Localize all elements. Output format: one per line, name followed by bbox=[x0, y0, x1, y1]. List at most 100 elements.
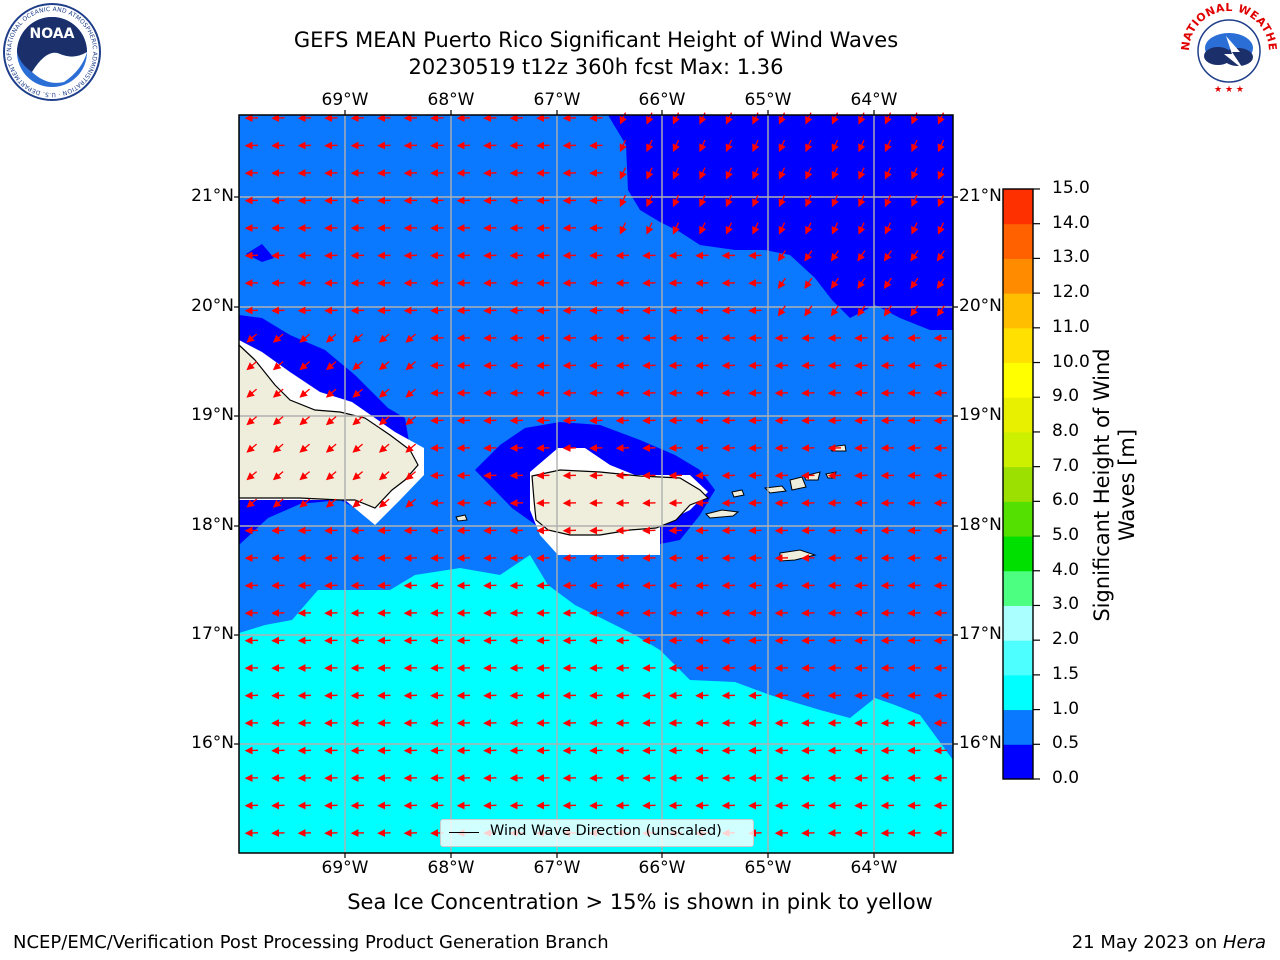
wind-wave-arrow bbox=[272, 388, 284, 398]
footer-date-text: 21 May 2023 on bbox=[1071, 932, 1223, 953]
lon-label-top-64w: 64°W bbox=[850, 90, 898, 110]
wind-wave-arrow bbox=[325, 443, 337, 453]
wind-wave-arrow bbox=[246, 333, 258, 343]
wind-wave-arrow bbox=[883, 250, 892, 262]
wind-wave-arrow bbox=[246, 361, 258, 371]
low-wave-region-northeast bbox=[608, 115, 953, 330]
colorbar-tick-label: 6.0 bbox=[1052, 490, 1080, 511]
lon-label-top-67w: 67°W bbox=[533, 90, 581, 110]
wind-wave-arrow bbox=[672, 139, 680, 153]
colorbar-band bbox=[1003, 293, 1033, 329]
wind-wave-arrow bbox=[911, 167, 919, 180]
wind-wave-arrow bbox=[884, 194, 892, 208]
lon-label-bottom-68w: 68°W bbox=[427, 858, 475, 878]
colorbar-tick-label: 2.0 bbox=[1052, 629, 1080, 650]
wind-wave-arrow bbox=[831, 167, 839, 180]
colorbar-tick-label: 1.0 bbox=[1052, 698, 1080, 719]
wind-wave-arrow bbox=[272, 361, 284, 371]
wind-wave-arrow bbox=[937, 194, 945, 208]
lon-label-bottom-65w: 65°W bbox=[744, 858, 792, 878]
wind-wave-arrow bbox=[299, 361, 311, 371]
wind-wave-arrow bbox=[911, 194, 919, 208]
wind-wave-arrow bbox=[910, 250, 919, 262]
colorbar-tick-label: 8.0 bbox=[1052, 420, 1080, 441]
colorbar-band bbox=[1003, 258, 1033, 294]
lon-label-bottom-67w: 67°W bbox=[533, 858, 581, 878]
colorbar bbox=[1002, 188, 1040, 780]
colorbar-title: Significant Height of Wind Waves [m] bbox=[1090, 348, 1140, 621]
wind-wave-arrow bbox=[246, 471, 258, 481]
wind-wave-arrow bbox=[778, 167, 786, 180]
wind-wave-arrow bbox=[831, 194, 839, 208]
colorbar-band bbox=[1003, 397, 1033, 433]
wind-wave-arrow bbox=[936, 250, 945, 262]
colorbar-band bbox=[1003, 744, 1033, 780]
wind-wave-arrow bbox=[299, 471, 311, 481]
wind-wave-arrow bbox=[272, 416, 284, 426]
wind-wave-arrow bbox=[857, 277, 866, 289]
wind-wave-arrow bbox=[299, 416, 311, 426]
wind-wave-arrow bbox=[777, 305, 786, 317]
colorbar-band bbox=[1003, 674, 1033, 711]
colorbar-band bbox=[1003, 327, 1033, 364]
wind-wave-arrow bbox=[619, 167, 627, 180]
wind-wave-arrow bbox=[246, 498, 258, 508]
wind-wave-arrow bbox=[672, 167, 680, 180]
noaa-logo-label: NOAA bbox=[30, 26, 75, 42]
wind-wave-arrow bbox=[883, 305, 892, 317]
wind-wave-arrow bbox=[777, 250, 786, 262]
colorbar-band bbox=[1003, 223, 1033, 259]
wind-wave-arrow bbox=[272, 333, 284, 343]
wind-wave-arrow bbox=[936, 305, 945, 317]
wind-wave-arrow bbox=[858, 167, 866, 180]
colorbar-tick-label: 0.5 bbox=[1052, 733, 1080, 754]
wind-wave-arrow bbox=[646, 194, 654, 208]
lat-label-right-17n: 17°N bbox=[959, 624, 1002, 644]
colorbar-tick-label: 0.0 bbox=[1052, 768, 1080, 788]
wind-wave-arrow bbox=[805, 139, 813, 153]
wind-wave-arrow bbox=[725, 167, 733, 180]
wind-wave-arrow bbox=[378, 361, 390, 371]
colorbar-band bbox=[1003, 536, 1033, 572]
colorbar-title-line2: Waves [m] bbox=[1115, 428, 1139, 542]
wind-wave-arrow bbox=[405, 361, 417, 371]
wind-wave-arrow bbox=[911, 139, 919, 153]
colorbar-tick-label: 15.0 bbox=[1052, 178, 1090, 198]
colorbar-tick-label: 13.0 bbox=[1052, 247, 1090, 268]
wind-wave-arrow bbox=[805, 167, 813, 180]
wind-wave-arrow bbox=[672, 194, 680, 208]
wind-wave-arrow bbox=[272, 498, 284, 508]
wind-wave-arrow bbox=[352, 333, 364, 343]
wind-wave-arrow bbox=[883, 277, 892, 289]
colorbar-tick-label: 9.0 bbox=[1052, 386, 1080, 407]
wind-wave-arrow bbox=[830, 305, 839, 317]
footer-branch: NCEP/EMC/Verification Post Processing Pr… bbox=[13, 932, 609, 953]
wind-wave-arrow bbox=[725, 222, 733, 235]
wind-wave-arrow bbox=[378, 416, 390, 426]
wind-wave-arrow bbox=[884, 167, 892, 180]
colorbar-band bbox=[1003, 501, 1033, 537]
wind-wave-arrow bbox=[378, 443, 390, 453]
wind-wave-arrow bbox=[325, 361, 337, 371]
wind-wave-arrow bbox=[405, 333, 417, 343]
wind-wave-arrow bbox=[619, 222, 627, 235]
colorbar-tick-label: 12.0 bbox=[1052, 282, 1090, 303]
colorbar-tick-label: 10.0 bbox=[1052, 351, 1090, 372]
wind-wave-arrow bbox=[805, 222, 813, 235]
lat-label-right-20n: 20°N bbox=[959, 296, 1002, 316]
colorbar-tick-label: 4.0 bbox=[1052, 559, 1080, 580]
colorbar-band bbox=[1003, 466, 1033, 502]
wind-wave-arrow bbox=[831, 139, 839, 153]
wind-wave-arrow bbox=[299, 498, 311, 508]
chart-title: GEFS MEAN Puerto Rico Significant Height… bbox=[293, 28, 899, 52]
colorbar-tick-label: 3.0 bbox=[1052, 594, 1080, 615]
map-ticks bbox=[234, 110, 958, 858]
wind-wave-arrow bbox=[619, 194, 627, 208]
lon-label-top-65w: 65°W bbox=[744, 90, 792, 110]
wind-wave-vectors bbox=[244, 112, 948, 837]
wind-wave-arrow bbox=[619, 139, 627, 153]
map-frame bbox=[238, 114, 954, 854]
wind-wave-arrow bbox=[352, 361, 364, 371]
wind-wave-arrow bbox=[246, 416, 258, 426]
wind-wave-arrow bbox=[752, 167, 760, 180]
